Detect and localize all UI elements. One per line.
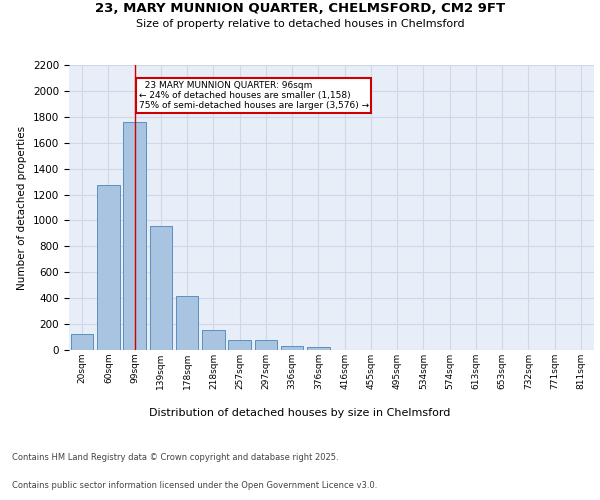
Bar xyxy=(307,348,329,350)
Text: 23, MARY MUNNION QUARTER, CHELMSFORD, CM2 9FT: 23, MARY MUNNION QUARTER, CHELMSFORD, CM… xyxy=(95,2,505,16)
Bar xyxy=(255,340,277,350)
Y-axis label: Number of detached properties: Number of detached properties xyxy=(17,126,28,290)
Bar xyxy=(229,340,251,350)
Bar xyxy=(281,346,303,350)
Text: Size of property relative to detached houses in Chelmsford: Size of property relative to detached ho… xyxy=(136,19,464,29)
Bar xyxy=(71,334,93,350)
Bar xyxy=(150,226,172,350)
Text: Contains public sector information licensed under the Open Government Licence v3: Contains public sector information licen… xyxy=(12,481,377,490)
Bar xyxy=(176,296,198,350)
Text: 23 MARY MUNNION QUARTER: 96sqm
← 24% of detached houses are smaller (1,158)
75% : 23 MARY MUNNION QUARTER: 96sqm ← 24% of … xyxy=(139,80,368,110)
Bar xyxy=(124,122,146,350)
Bar xyxy=(97,185,119,350)
Bar xyxy=(202,330,224,350)
Text: Distribution of detached houses by size in Chelmsford: Distribution of detached houses by size … xyxy=(149,408,451,418)
Text: Contains HM Land Registry data © Crown copyright and database right 2025.: Contains HM Land Registry data © Crown c… xyxy=(12,454,338,462)
